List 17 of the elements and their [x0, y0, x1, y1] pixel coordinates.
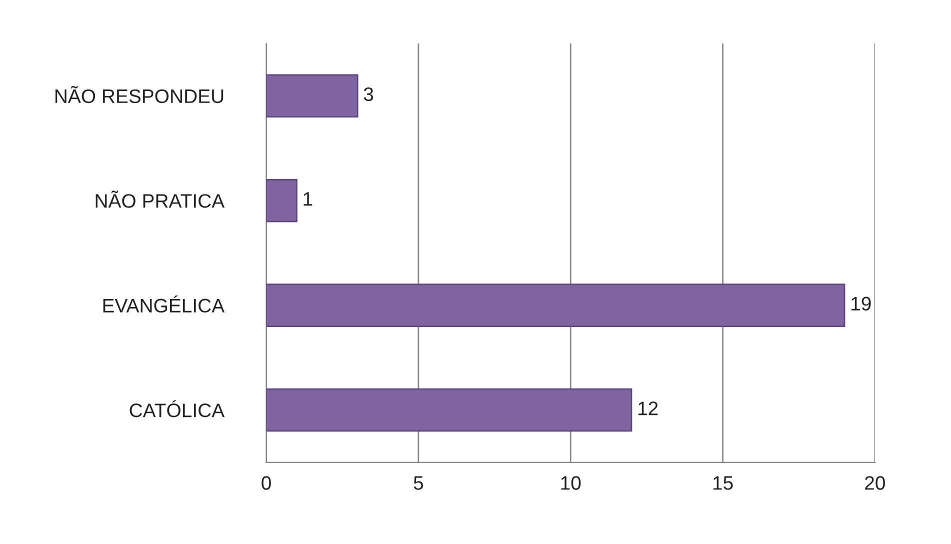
data-label: 1	[304, 192, 312, 206]
y-tick-label: NÃO PRATICA	[96, 190, 225, 208]
data-label: 12	[638, 401, 658, 416]
bar	[266, 388, 632, 432]
data-label: 19	[852, 296, 871, 311]
x-tick-label: 20	[865, 476, 885, 490]
bar	[266, 178, 298, 222]
y-tick-label: EVANGÉLICA	[103, 296, 225, 313]
x-tick-label: 15	[713, 476, 733, 490]
x-tick-label: 5	[414, 476, 424, 490]
bar	[266, 284, 846, 327]
x-tick-label: 10	[561, 476, 581, 490]
x-tick-label: 0	[262, 476, 271, 490]
y-tick-label: NÃO RESPONDEU	[55, 86, 224, 104]
y-tick-label: CATÓLICA	[130, 400, 225, 418]
data-label: 3	[364, 87, 374, 102]
bar	[266, 74, 358, 118]
